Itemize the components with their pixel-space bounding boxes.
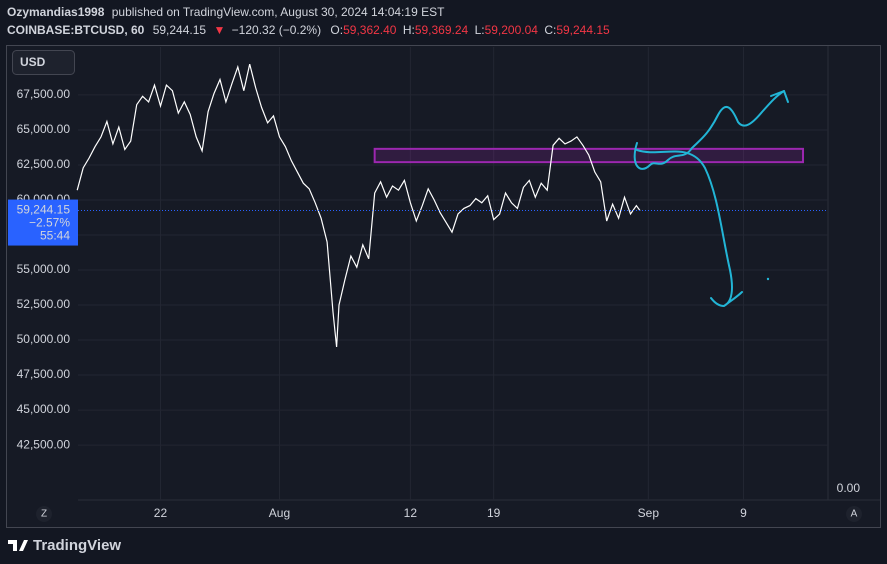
ohlc-key: C: — [544, 23, 556, 37]
published: published on TradingView.com, August 30,… — [112, 5, 445, 19]
symbol: COINBASE:BTCUSD, 60 — [7, 23, 145, 37]
y-tick-label: 62,500.00 — [17, 157, 71, 171]
ohlc-value: 59,200.04 — [485, 23, 539, 37]
ohlc-key: L: — [475, 23, 485, 37]
zoom-button[interactable] — [36, 506, 52, 522]
price: 59,244.15 — [153, 23, 207, 37]
bar-countdown: 55:44 — [40, 229, 70, 243]
brand-logo — [8, 540, 28, 551]
ohlc-value: 59,362.40 — [343, 23, 397, 37]
auto-button[interactable] — [846, 506, 862, 522]
y-tick-label: 67,500.00 — [17, 87, 71, 101]
price-line — [76, 63, 641, 348]
x-tick-label: Sep — [638, 506, 660, 520]
currency-button[interactable] — [12, 50, 75, 75]
legend-line: COINBASE:BTCUSD, 60 59,244.15 ▼ −120.32 … — [7, 23, 610, 37]
chart-frame — [6, 45, 881, 528]
y-tick-label: 65,000.00 — [17, 122, 71, 136]
arrow: ▼ — [213, 23, 225, 37]
y-tick-label: 45,000.00 — [17, 402, 71, 416]
drawing-dot — [766, 277, 770, 281]
lower-pane-tick-label: 0.00 — [837, 481, 861, 495]
ohlc-key: H: — [403, 23, 415, 37]
ohlc-key: O: — [330, 23, 343, 37]
publisher: Ozymandias1998 — [7, 5, 105, 19]
y-tick-label: 42,500.00 — [17, 437, 71, 451]
zoom-label: Z — [41, 509, 47, 520]
last-price-tag — [8, 199, 78, 246]
x-tick-label: 12 — [404, 506, 418, 520]
last-price-change: −2.57% — [29, 216, 70, 230]
y-tick-label: 50,000.00 — [17, 332, 71, 346]
x-tick-label: 19 — [487, 506, 501, 520]
brand: TradingView — [8, 537, 121, 554]
drawing — [636, 149, 743, 307]
header-line: Ozymandias1998 published on TradingView.… — [7, 5, 445, 19]
ohlc-value: 59,369.24 — [415, 23, 469, 37]
auto-label: A — [851, 509, 858, 520]
x-tick-label: 22 — [154, 506, 168, 520]
y-tick-label: 55,000.00 — [17, 262, 71, 276]
y-tick-label: 47,500.00 — [17, 367, 71, 381]
last-price-label: 59,244.15 — [17, 203, 71, 217]
y-tick-label: 52,500.00 — [17, 297, 71, 311]
ohlc-value: 59,244.15 — [556, 23, 610, 37]
brand-name: TradingView — [33, 537, 121, 554]
change: −120.32 (−0.2%) — [232, 23, 321, 37]
x-tick-label: 9 — [740, 506, 747, 520]
plot: 42,500.00 45,000.00 47,500.00 50,000.00 52,5… — [8, 47, 860, 500]
currency-label: USD — [20, 55, 46, 69]
x-tick-label: Aug — [269, 506, 290, 520]
drawing-arrowhead — [770, 90, 789, 103]
drawing — [633, 90, 785, 170]
